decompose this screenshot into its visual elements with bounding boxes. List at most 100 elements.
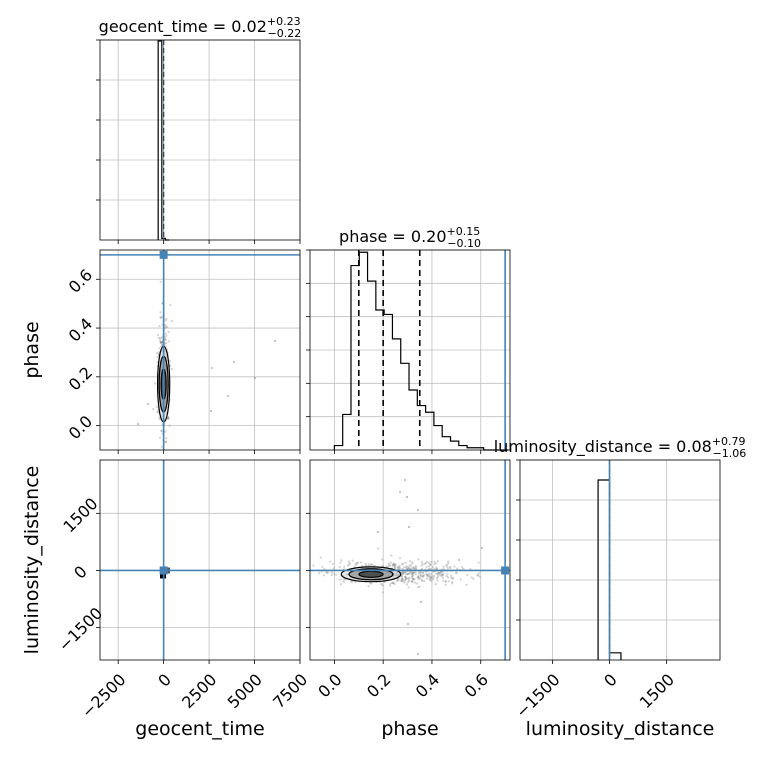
phase-vs-geocent-point [169, 304, 172, 307]
ld-vs-phase-point [410, 574, 414, 578]
hist-phase-frame [309, 249, 511, 451]
phase-vs-geocent-point [164, 338, 167, 341]
ld-vs-phase-point [419, 573, 422, 576]
ld-vs-phase-point [401, 571, 404, 574]
ld-vs-phase-point [330, 573, 333, 577]
ld-vs-phase-point [325, 571, 329, 575]
ld-vs-phase-point [434, 572, 438, 576]
ld-vs-phase-point [403, 566, 406, 569]
ld-vs-phase-point [406, 573, 409, 576]
phase-vs-geocent-point [160, 336, 163, 339]
ld-vs-phase-point [476, 574, 479, 577]
ld-vs-phase-point [445, 575, 448, 578]
ld-vs-phase-point [455, 571, 458, 575]
title-value: phase = 0.20 [339, 227, 446, 246]
ld-vs-phase-point [351, 580, 354, 583]
ld-vs-phase-point [430, 572, 433, 575]
ld-vs-phase-point [343, 578, 346, 581]
phase-vs-geocent-point [170, 319, 173, 323]
ld-vs-phase-point [393, 582, 396, 586]
y-axis-label-phase: phase [21, 321, 43, 378]
ld-vs-phase-point [373, 564, 376, 567]
phase-vs-geocent-point [160, 315, 163, 319]
ld-vs-phase-point [419, 570, 422, 574]
ld-vs-phase-point [410, 567, 413, 570]
ld-vs-phase-point [398, 564, 401, 567]
ld-vs-phase-point [351, 559, 354, 562]
ld-vs-phase-point [419, 576, 422, 580]
ld-vs-phase-point [332, 567, 335, 570]
phase-vs-geocent-point [164, 325, 167, 328]
ld-vs-phase-point [416, 582, 419, 585]
ld-vs-phase-point [412, 571, 415, 574]
ld-vs-phase-point [392, 562, 396, 565]
phase-vs-geocent-point [165, 317, 168, 320]
panel-title-phase: phase = 0.20+0.15 −0.10 [339, 225, 481, 250]
ld-vs-phase-point [426, 573, 429, 576]
ld-vs-phase-point [406, 566, 410, 569]
ld-vs-phase-point [393, 566, 396, 569]
ld-vs-phase-point [441, 576, 444, 579]
ld-vs-phase-point [444, 583, 447, 587]
panel-title-geocent_time: geocent_time = 0.02+0.23 −0.22 [99, 15, 302, 40]
ld-vs-phase-point [441, 573, 445, 576]
ld-vs-geocent-ytick-label-0: −1500 [55, 604, 107, 656]
ld-vs-phase-point [361, 564, 364, 567]
hist-phase-step [333, 251, 509, 451]
phase-vs-geocent-point [165, 334, 168, 337]
ld-vs-phase-point [451, 576, 455, 579]
phase-vs-geocent-point [159, 341, 162, 344]
ld-vs-phase-point [370, 563, 373, 566]
phase-vs-geocent-outlier-5 [273, 339, 277, 343]
phase-vs-geocent-point [167, 330, 170, 333]
phase-vs-geocent-outlier-3 [226, 394, 230, 398]
phase-vs-geocent-points [136, 280, 277, 448]
ld-vs-phase-points [312, 478, 507, 656]
ld-vs-phase-outlier-0 [403, 478, 407, 482]
phase-vs-geocent-point [165, 325, 169, 329]
phase-vs-geocent-point [164, 332, 167, 335]
ld-vs-phase-point [397, 566, 400, 569]
ld-vs-phase-point [412, 574, 415, 577]
ld-vs-phase-point [417, 574, 420, 578]
ld-vs-phase-point [406, 581, 409, 584]
ld-vs-phase-point [392, 581, 395, 584]
ld-vs-phase-point [434, 583, 437, 586]
phase-vs-geocent-point [156, 360, 159, 364]
ld-vs-phase-point [434, 562, 438, 565]
ld-vs-phase-point [339, 561, 342, 564]
ld-vs-phase-point [400, 578, 404, 581]
ld-vs-phase-point [447, 580, 450, 583]
phase-vs-geocent-ytick-label-3: 0.6 [65, 265, 96, 296]
ld-vs-phase-point [407, 566, 411, 569]
ld-vs-geocent-xtick-label-4: 7500 [269, 670, 311, 712]
phase-vs-geocent-point [160, 342, 163, 345]
phase-vs-geocent-outlier-6 [232, 360, 236, 364]
ld-vs-phase-point [420, 578, 424, 581]
ld-vs-phase-point [360, 561, 363, 564]
ld-vs-phase-point [414, 567, 417, 570]
ld-vs-phase-point [389, 564, 392, 567]
phase-vs-geocent-point [169, 364, 172, 367]
ld-vs-phase-point [401, 562, 405, 565]
ld-vs-phase-point [404, 576, 407, 579]
ld-vs-phase-point [435, 566, 438, 569]
x-axis-label-luminosity_distance: luminosity_distance [526, 718, 715, 740]
ld-vs-phase-point [426, 574, 429, 577]
ld-vs-phase-point [401, 567, 404, 570]
ld-vs-phase-point [410, 572, 413, 575]
phase-vs-geocent-point [165, 440, 168, 444]
ld-vs-phase-point [404, 570, 407, 574]
phase-vs-geocent-ytick-label-2: 0.4 [65, 314, 96, 345]
ld-vs-phase-point [445, 565, 448, 568]
ld-vs-phase-point [425, 560, 429, 563]
ld-vs-phase-point [377, 547, 380, 550]
ld-vs-phase-outlier-2 [405, 495, 409, 499]
phase-vs-geocent-point [160, 445, 163, 448]
phase-vs-geocent-point [164, 319, 167, 322]
phase-vs-geocent-point [159, 340, 162, 343]
ld-vs-phase-point [385, 565, 388, 568]
ld-vs-phase-point [432, 567, 435, 570]
ld-vs-phase-point [408, 576, 411, 579]
ld-vs-phase-point [436, 572, 439, 575]
